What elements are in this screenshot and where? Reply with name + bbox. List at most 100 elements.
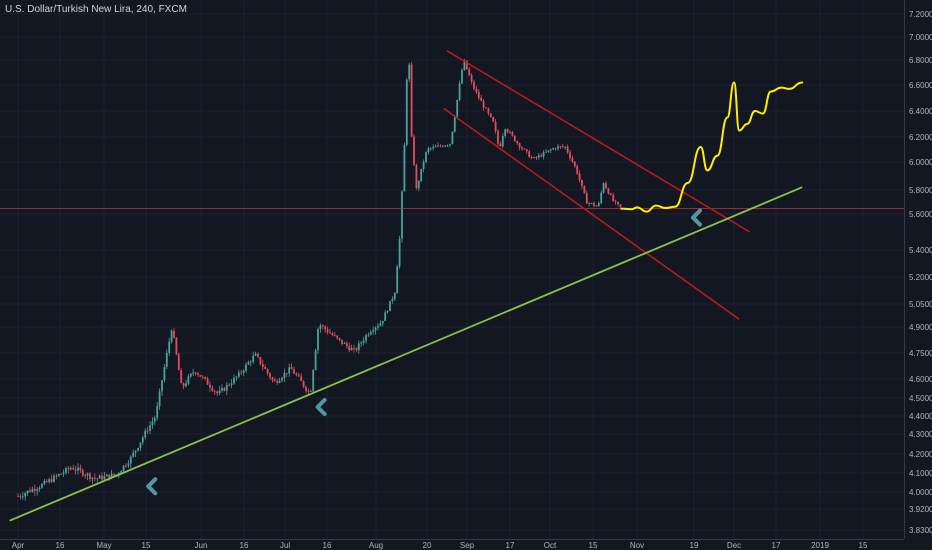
y-tick-label: 6.20000	[909, 133, 932, 142]
candle-body	[533, 157, 535, 159]
candle-body	[477, 91, 480, 98]
x-tick-label: Oct	[544, 541, 557, 550]
candle-body	[547, 150, 550, 152]
x-tick-label: 15	[859, 541, 868, 550]
candle-body	[17, 496, 19, 498]
channel-upper-line	[446, 50, 751, 233]
candle-body	[468, 69, 471, 76]
candle-body	[590, 203, 593, 204]
candle-body	[151, 421, 154, 426]
x-tick-label: May	[96, 541, 111, 550]
candle-body	[475, 88, 478, 92]
candle-body	[444, 145, 447, 147]
candle-body	[362, 340, 365, 343]
candle-body	[93, 477, 96, 479]
candle-body	[228, 384, 231, 386]
candle-body	[413, 136, 415, 165]
candle-body	[213, 390, 216, 392]
candle-body	[55, 475, 58, 477]
candle-body	[597, 202, 600, 207]
candle-body	[288, 367, 291, 374]
candle-body	[576, 166, 579, 174]
candle-body	[499, 143, 502, 147]
candle-body	[612, 194, 615, 202]
candle-body	[67, 468, 70, 470]
chart-title: U.S. Dollar/Turkish New Lira, 240, FXCM	[5, 4, 187, 15]
candle-body	[26, 490, 29, 494]
candle-body	[146, 430, 149, 432]
candle-body	[530, 157, 533, 159]
candle-body	[206, 378, 209, 385]
candle-body	[165, 352, 168, 367]
candle-body	[343, 343, 346, 344]
candle-body	[48, 479, 51, 482]
candle-body	[482, 101, 485, 108]
candle-body	[302, 380, 305, 387]
candle-body	[583, 185, 586, 194]
candle-body	[156, 406, 159, 418]
candle-body	[41, 483, 43, 488]
candle-body	[549, 149, 552, 151]
candle-body	[317, 328, 319, 351]
time-axis	[0, 539, 904, 550]
y-tick-label: 4.20000	[909, 450, 932, 459]
candle-body	[113, 473, 115, 476]
candle-body	[177, 354, 180, 371]
candle-body	[96, 478, 99, 480]
x-tick-label: 19	[690, 541, 699, 550]
candle-body	[149, 425, 151, 432]
candle-body	[72, 468, 75, 470]
candle-body	[336, 335, 339, 338]
y-tick-label: 5.60000	[909, 210, 932, 219]
candle-body	[554, 148, 557, 150]
candle-body	[420, 168, 423, 182]
candle-body	[600, 192, 603, 203]
candle-body	[521, 147, 523, 149]
price-axis	[904, 0, 932, 550]
y-tick-label: 5.05000	[909, 300, 932, 309]
candle-body	[355, 348, 358, 351]
candle-body	[333, 335, 336, 336]
x-tick-label: 16	[56, 541, 65, 550]
candle-body	[463, 60, 466, 71]
candle-body	[408, 64, 411, 80]
candle-body	[161, 380, 163, 392]
x-tick-label: Nov	[630, 541, 644, 550]
candle-body	[614, 201, 617, 202]
candle-body	[585, 193, 588, 204]
candle-body	[69, 468, 72, 470]
candle-body	[19, 496, 22, 498]
candle-body	[439, 145, 442, 147]
candle-body	[173, 330, 175, 338]
candle-body	[494, 121, 497, 131]
candle-body	[276, 381, 279, 383]
candle-body	[86, 473, 89, 476]
candle-body	[283, 372, 286, 378]
candle-body	[38, 487, 41, 490]
candle-body	[386, 311, 389, 313]
candle-body	[367, 334, 370, 336]
candle-body	[324, 326, 327, 330]
candles	[17, 58, 622, 501]
candle-body	[353, 348, 355, 350]
candle-body	[509, 131, 511, 133]
candle-body	[321, 325, 324, 327]
candle-body	[561, 146, 564, 148]
y-tick-label: 4.60000	[909, 375, 932, 384]
channel-lower-line	[443, 107, 740, 320]
candle-body	[168, 341, 171, 353]
candle-body	[609, 193, 612, 195]
candle-body	[122, 465, 125, 472]
candle-body	[221, 388, 223, 391]
candle-body	[573, 161, 576, 167]
forecast-path	[620, 81, 804, 213]
y-tick-label: 6.00000	[909, 158, 932, 167]
y-tick-label: 4.90000	[909, 323, 932, 332]
candle-body	[79, 467, 82, 471]
candle-body	[230, 383, 233, 386]
candle-body	[441, 146, 444, 147]
candle-body	[427, 148, 430, 153]
candle-body	[485, 107, 487, 109]
candle-body	[369, 331, 372, 335]
